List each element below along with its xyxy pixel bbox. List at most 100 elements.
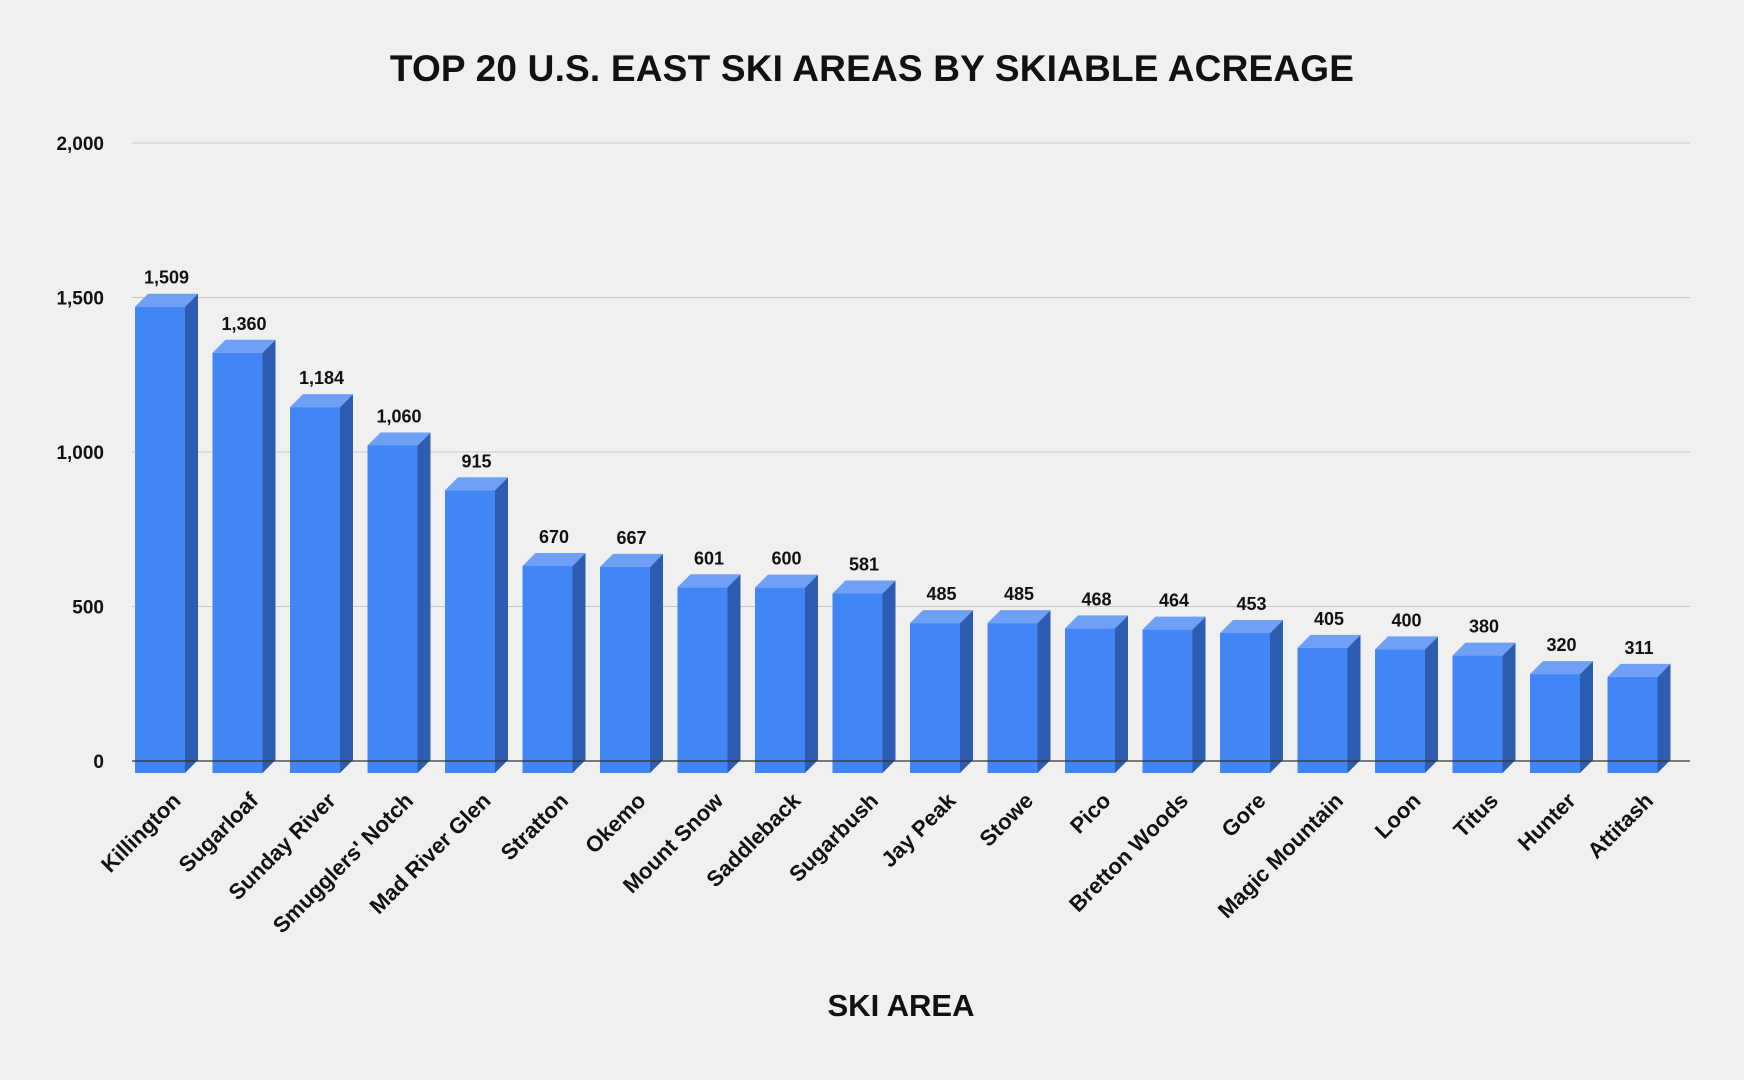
bar-top bbox=[755, 574, 818, 588]
bar-side bbox=[727, 574, 741, 773]
x-tick-label: Smugglers' Notch bbox=[268, 788, 418, 938]
bar bbox=[522, 552, 586, 773]
bar-front bbox=[600, 566, 650, 773]
bar-top bbox=[1607, 663, 1671, 677]
bar-side bbox=[882, 580, 896, 773]
data-label: 581 bbox=[849, 554, 879, 574]
bar-front bbox=[1142, 629, 1193, 773]
data-label: 311 bbox=[1624, 638, 1653, 658]
data-label: 380 bbox=[1469, 617, 1499, 637]
bar-front bbox=[290, 407, 340, 773]
data-label: 400 bbox=[1391, 610, 1421, 630]
x-tick-label: Attitash bbox=[1582, 788, 1658, 864]
data-label: 1,360 bbox=[221, 314, 266, 334]
bar-side bbox=[495, 477, 508, 773]
x-axis-label: SKI AREA bbox=[827, 988, 975, 1023]
bar bbox=[1297, 634, 1361, 773]
bar-front bbox=[367, 445, 418, 773]
bar bbox=[367, 432, 431, 773]
bar bbox=[755, 574, 818, 773]
bar-top bbox=[1220, 620, 1283, 634]
y-tick-label: 1,000 bbox=[56, 443, 104, 464]
data-label: 485 bbox=[1004, 584, 1034, 604]
x-tick-label: Titus bbox=[1448, 788, 1503, 843]
x-tick-label: Loon bbox=[1370, 788, 1426, 844]
bar-side bbox=[262, 339, 276, 773]
bar-top bbox=[1375, 636, 1438, 650]
bar-front bbox=[755, 587, 805, 773]
bar-top bbox=[212, 339, 276, 353]
bar-side bbox=[340, 394, 353, 773]
y-tick-label: 2,000 bbox=[56, 134, 104, 155]
bar-top bbox=[1530, 661, 1593, 675]
bar bbox=[1530, 661, 1593, 773]
data-label: 667 bbox=[616, 528, 646, 548]
x-tick-label: Stratton bbox=[496, 788, 573, 865]
bar-side bbox=[1115, 615, 1128, 773]
bar bbox=[600, 553, 663, 773]
bar-side bbox=[1580, 661, 1593, 773]
bar bbox=[1065, 615, 1128, 773]
data-label: 320 bbox=[1546, 635, 1576, 655]
data-label: 405 bbox=[1314, 609, 1344, 629]
bar-side bbox=[1347, 634, 1361, 773]
data-label: 464 bbox=[1159, 591, 1189, 611]
bar-side bbox=[1657, 663, 1671, 773]
bar bbox=[987, 610, 1051, 773]
bar-side bbox=[805, 574, 818, 773]
bar-side bbox=[960, 610, 973, 773]
bar-side bbox=[1037, 610, 1051, 773]
chart-title: TOP 20 U.S. EAST SKI AREAS BY SKIABLE AC… bbox=[389, 48, 1355, 89]
bar-side bbox=[417, 432, 431, 773]
bar-side bbox=[185, 293, 198, 773]
bar-top bbox=[135, 293, 198, 307]
data-label: 1,184 bbox=[299, 368, 344, 388]
data-label: 1,509 bbox=[144, 268, 189, 288]
bar-top bbox=[367, 432, 431, 446]
bar bbox=[135, 293, 198, 773]
bar-top bbox=[987, 610, 1051, 624]
bar-top bbox=[910, 610, 973, 624]
y-tick-label: 0 bbox=[93, 752, 104, 773]
bar-front bbox=[445, 490, 495, 773]
bar-front bbox=[1065, 628, 1115, 773]
bar-front bbox=[987, 623, 1038, 773]
x-tick-label: Gore bbox=[1217, 788, 1271, 842]
bar-front bbox=[212, 352, 263, 773]
bar-front bbox=[1220, 633, 1270, 773]
bar bbox=[832, 580, 896, 773]
data-label: 1,060 bbox=[376, 406, 421, 426]
bar-front bbox=[832, 593, 883, 773]
bar bbox=[910, 610, 973, 773]
bar bbox=[677, 574, 741, 773]
bar-top bbox=[290, 394, 353, 408]
data-label: 485 bbox=[926, 584, 956, 604]
data-label: 468 bbox=[1081, 589, 1111, 609]
data-label: 915 bbox=[461, 451, 491, 471]
bar-top bbox=[445, 477, 508, 491]
bar-front bbox=[677, 587, 728, 773]
x-tick-label: Killington bbox=[96, 788, 185, 877]
x-tick-label: Hunter bbox=[1513, 788, 1581, 856]
data-label: 453 bbox=[1236, 594, 1266, 614]
bar-side bbox=[1425, 636, 1438, 773]
data-label: 600 bbox=[771, 549, 801, 569]
bar-front bbox=[1375, 649, 1425, 773]
y-tick-label: 1,500 bbox=[56, 289, 104, 310]
bar-front bbox=[1297, 647, 1348, 773]
bar-side bbox=[650, 553, 663, 773]
bar-side bbox=[1192, 616, 1206, 773]
bar bbox=[212, 339, 276, 773]
bar-front bbox=[522, 565, 573, 773]
data-label: 601 bbox=[694, 548, 724, 568]
bar-top bbox=[1452, 642, 1516, 656]
bar bbox=[1607, 663, 1671, 773]
bar bbox=[1142, 616, 1206, 773]
bar-side bbox=[1502, 642, 1516, 773]
bar-top bbox=[677, 574, 741, 588]
bar bbox=[445, 477, 508, 773]
bar-top bbox=[1142, 616, 1206, 630]
bar bbox=[1375, 636, 1438, 773]
